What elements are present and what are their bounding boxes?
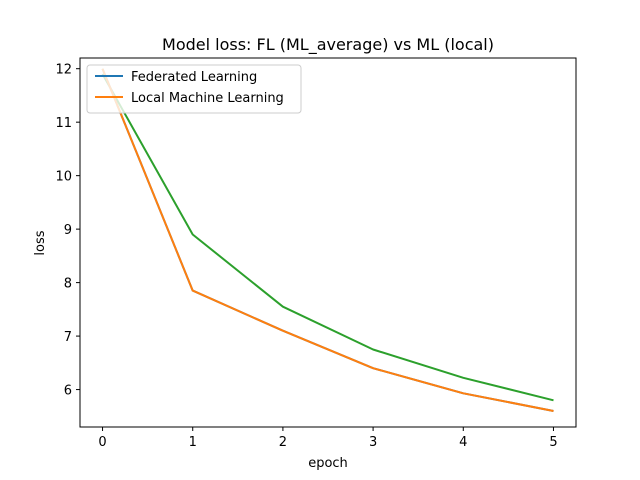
- y-tick-label: 7: [64, 330, 72, 345]
- y-tick-label: 8: [64, 277, 72, 292]
- series-line-1: [101, 73, 554, 402]
- y-tick-label: 12: [55, 63, 72, 78]
- series-layer: [101, 68, 554, 412]
- series-line-3: [101, 68, 554, 412]
- x-tick-label: 1: [189, 435, 197, 450]
- legend: Federated Learning Local Machine Learning: [86, 64, 302, 114]
- plot-area-frame: [79, 57, 577, 428]
- x-axis-label: epoch: [308, 456, 348, 471]
- y-tick-label: 6: [64, 384, 72, 399]
- legend-label: Federated Learning: [131, 70, 257, 85]
- x-tick-label: 0: [98, 435, 106, 450]
- y-tick-label: 9: [64, 223, 72, 238]
- y-tick-label: 10: [55, 170, 72, 185]
- chart-title: Model loss: FL (ML_average) vs ML (local…: [162, 35, 494, 55]
- legend-box: [86, 64, 302, 114]
- x-tick-label: 3: [369, 435, 377, 450]
- x-tick-label: 2: [279, 435, 287, 450]
- x-tick-label: 5: [549, 435, 557, 450]
- x-tick-label: 4: [459, 435, 467, 450]
- y-tick-label: 11: [55, 116, 72, 131]
- legend-label: Local Machine Learning: [131, 91, 284, 106]
- y-axis-label: loss: [33, 230, 48, 255]
- series-line-2: [101, 68, 554, 412]
